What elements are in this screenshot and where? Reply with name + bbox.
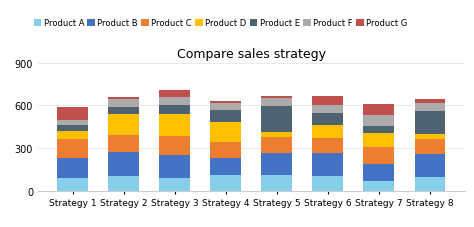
Bar: [57, 120, 88, 126]
Bar: [57, 140, 88, 158]
Bar: [364, 181, 394, 191]
Bar: [364, 116, 394, 126]
Bar: [210, 158, 241, 175]
Bar: [364, 104, 394, 116]
Bar: [414, 155, 445, 177]
Bar: [109, 114, 139, 136]
Bar: [210, 103, 241, 111]
Bar: [109, 177, 139, 191]
Bar: [262, 107, 292, 133]
Title: Compare sales strategy: Compare sales strategy: [177, 48, 326, 61]
Bar: [364, 126, 394, 133]
Bar: [159, 136, 190, 155]
Bar: [414, 112, 445, 135]
Bar: [109, 107, 139, 114]
Bar: [109, 97, 139, 100]
Legend: Product A, Product B, Product C, Product D, Product E, Product F, Product G: Product A, Product B, Product C, Product…: [34, 19, 408, 28]
Bar: [262, 133, 292, 137]
Bar: [210, 122, 241, 143]
Bar: [109, 100, 139, 107]
Bar: [364, 133, 394, 148]
Bar: [262, 137, 292, 153]
Bar: [364, 148, 394, 164]
Bar: [159, 90, 190, 97]
Bar: [414, 104, 445, 112]
Bar: [414, 177, 445, 191]
Bar: [57, 107, 88, 120]
Bar: [312, 126, 343, 138]
Bar: [210, 102, 241, 103]
Bar: [159, 155, 190, 178]
Bar: [414, 135, 445, 140]
Bar: [312, 138, 343, 153]
Bar: [109, 136, 139, 153]
Bar: [57, 131, 88, 140]
Bar: [312, 114, 343, 126]
Bar: [312, 106, 343, 114]
Bar: [210, 175, 241, 191]
Bar: [262, 99, 292, 107]
Bar: [210, 111, 241, 122]
Bar: [159, 114, 190, 136]
Bar: [262, 175, 292, 191]
Bar: [414, 100, 445, 104]
Bar: [159, 178, 190, 191]
Bar: [312, 153, 343, 177]
Bar: [312, 97, 343, 106]
Bar: [414, 140, 445, 155]
Bar: [312, 177, 343, 191]
Bar: [262, 97, 292, 99]
Bar: [109, 153, 139, 177]
Bar: [159, 106, 190, 114]
Bar: [262, 153, 292, 175]
Bar: [57, 126, 88, 131]
Bar: [57, 158, 88, 178]
Bar: [57, 178, 88, 191]
Bar: [364, 164, 394, 181]
Bar: [159, 97, 190, 106]
Bar: [210, 143, 241, 158]
